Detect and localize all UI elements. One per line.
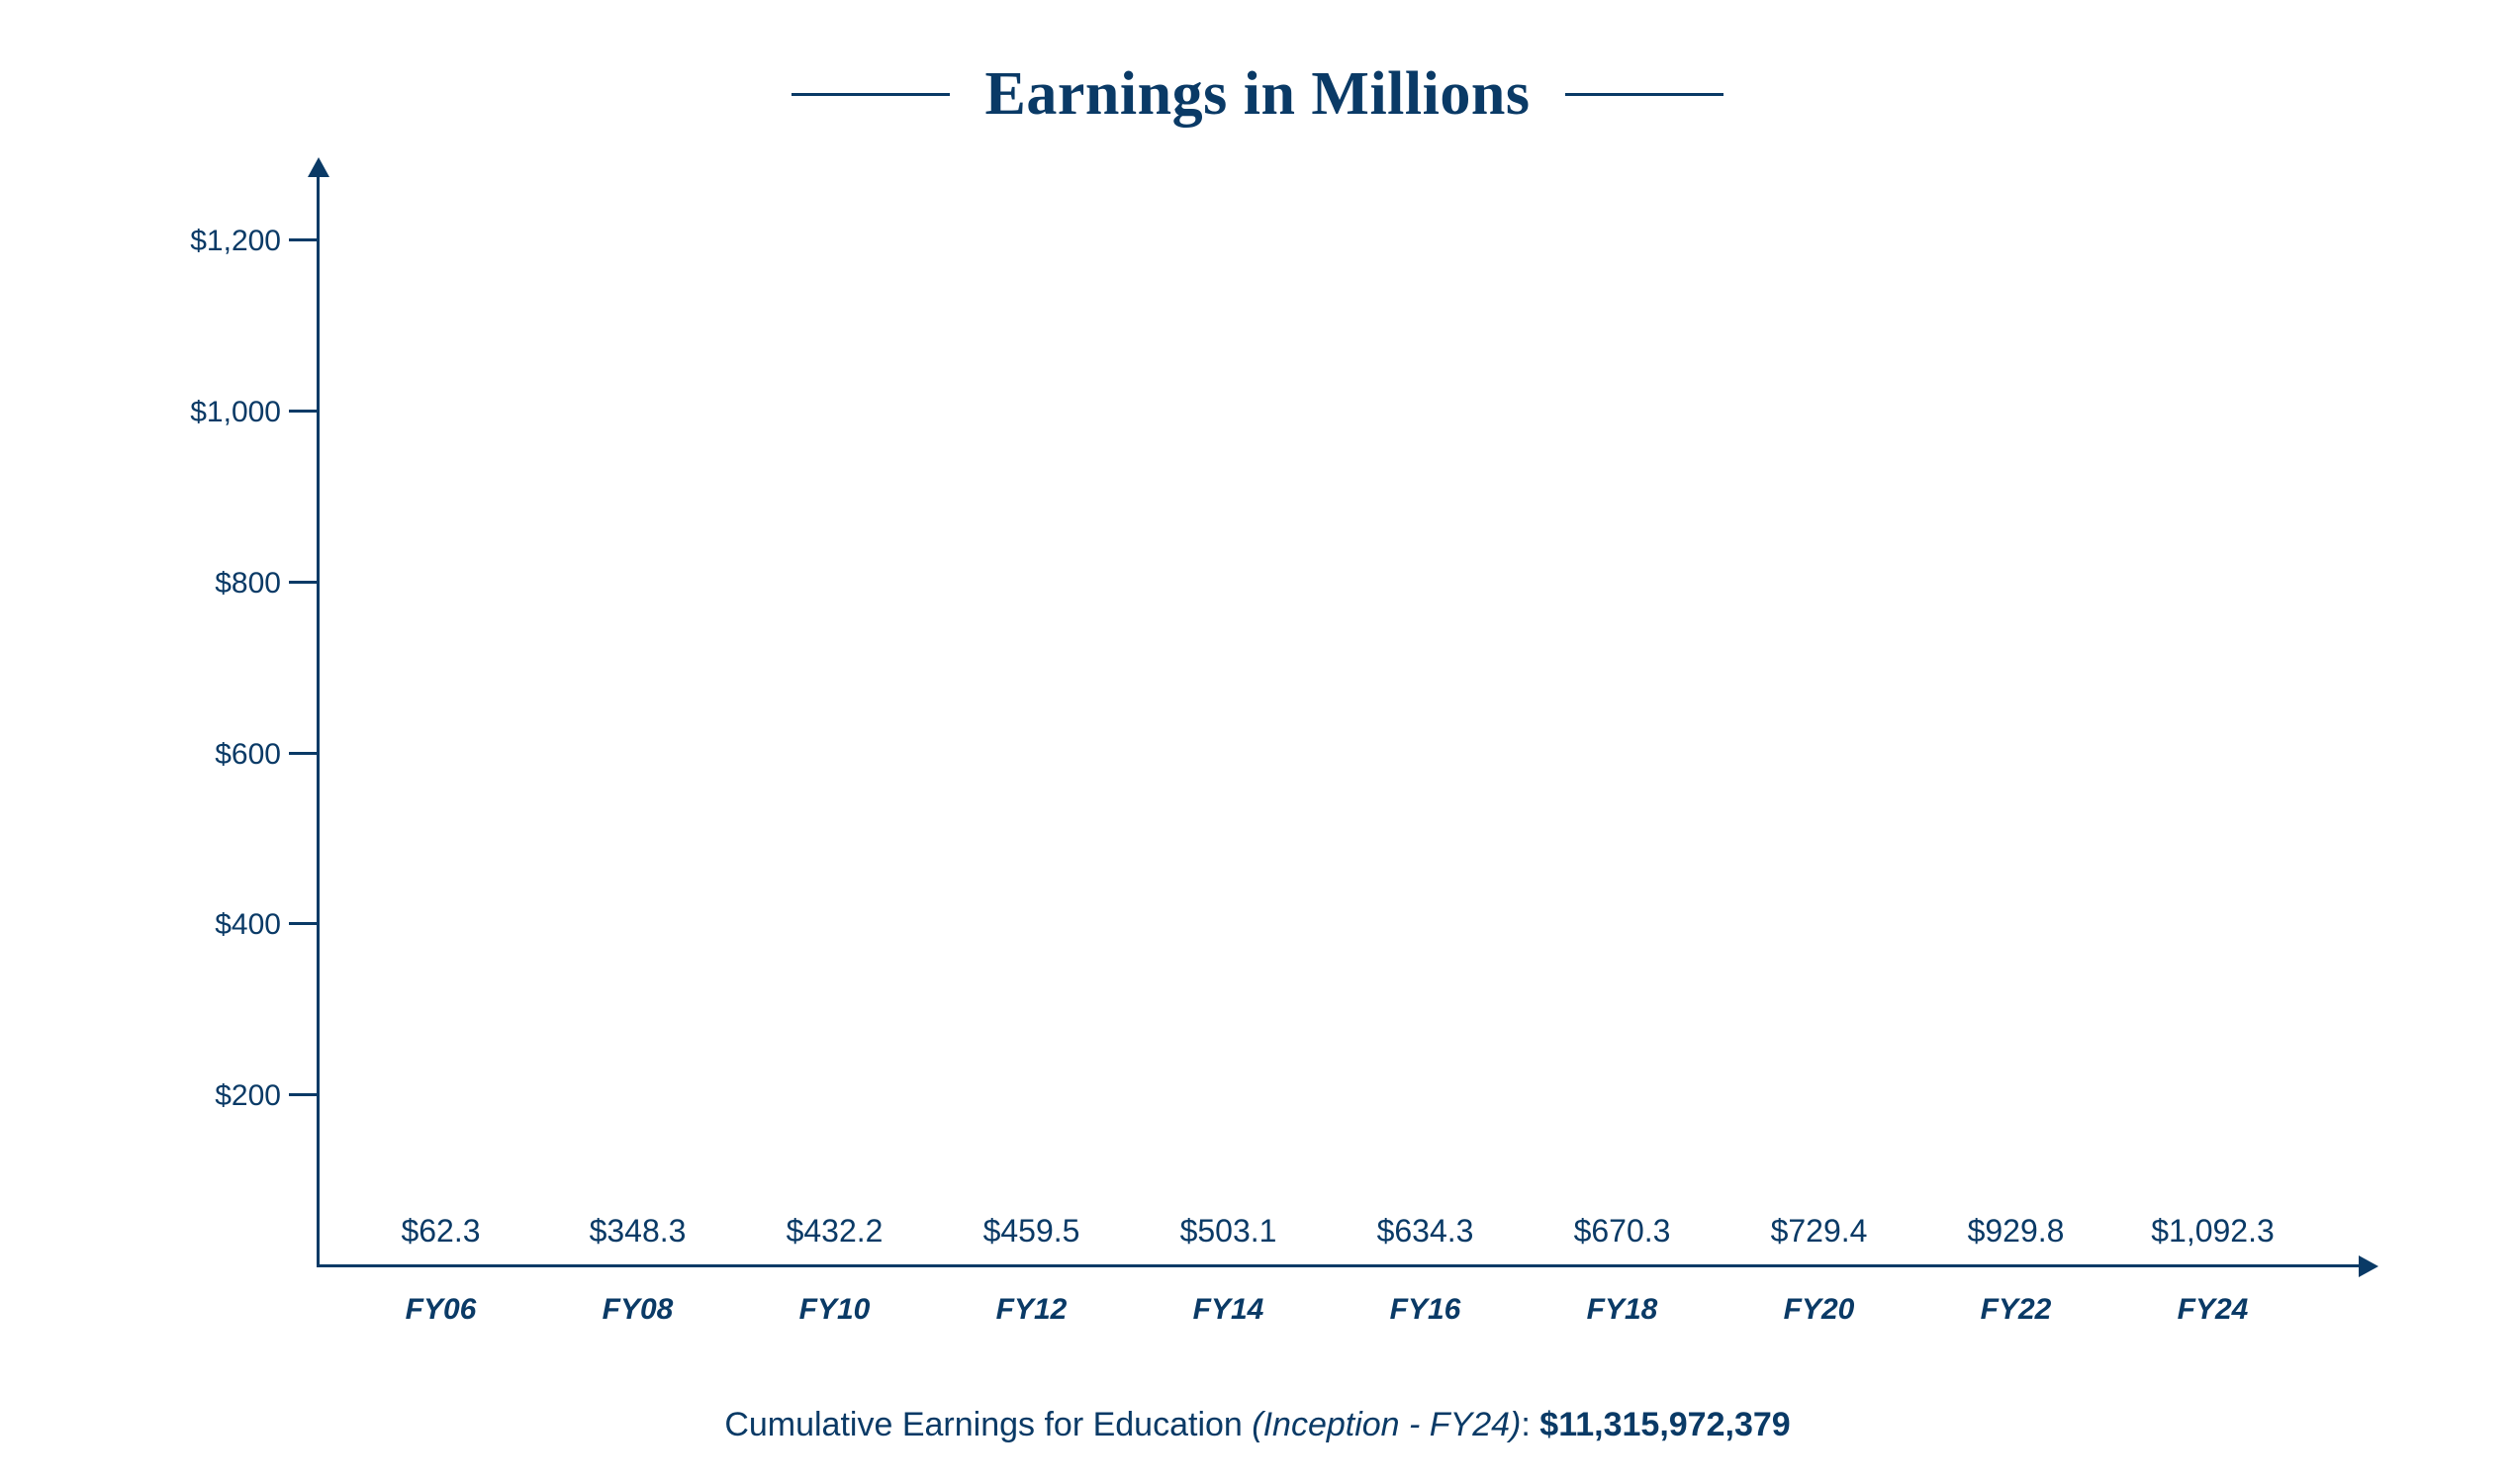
x-tick-label: FY18 [1524, 1293, 1721, 1327]
x-tick-label: FY16 [1327, 1293, 1524, 1327]
x-tick-label: FY14 [1130, 1293, 1327, 1327]
x-tick-label: FY20 [1721, 1293, 1917, 1327]
y-tick [289, 581, 317, 584]
y-tick-label: $1,000 [190, 396, 281, 429]
bar-value-label: $670.3 [1574, 1213, 1671, 1250]
y-tick [289, 410, 317, 413]
y-tick-label: $800 [215, 567, 281, 601]
y-tick-label: $200 [215, 1079, 281, 1113]
x-tick-label: FY24 [2114, 1293, 2311, 1327]
chart-title-row: Earnings in Millions [139, 59, 2376, 130]
bar-value-label: $459.5 [983, 1213, 1080, 1250]
chart-area: $62.3 $348.3 $432.2 $459.5 $503.1 $634.3 $670.… [139, 159, 2376, 1396]
bar-value-label: $634.3 [1377, 1213, 1474, 1250]
bar-value-label: $432.2 [787, 1213, 884, 1250]
y-tick-label: $400 [215, 908, 281, 942]
x-tick-labels-row: FY06FY08FY10FY12FY14FY16FY18FY20FY22FY24 [317, 1293, 2337, 1327]
title-rule-left [792, 93, 950, 96]
y-tick [289, 238, 317, 241]
title-rule-right [1565, 93, 1723, 96]
x-tick-label: FY06 [342, 1293, 539, 1327]
footer-value: $11,315,972,379 [1539, 1406, 1790, 1443]
y-tick-label: $600 [215, 738, 281, 772]
bars-row: $62.3 $348.3 $432.2 $459.5 $503.1 $634.3 $670.… [317, 199, 2337, 1267]
footer-note: Cumulative Earnings for Education (Incep… [139, 1406, 2376, 1444]
x-axis-arrow-icon [2359, 1255, 2378, 1277]
x-tick-label: FY10 [736, 1293, 933, 1327]
bar-value-label: $929.8 [1968, 1213, 2065, 1250]
bar-value-label: $348.3 [590, 1213, 687, 1250]
bar-value-label: $503.1 [1180, 1213, 1277, 1250]
x-tick-label: FY08 [539, 1293, 736, 1327]
y-tick [289, 1093, 317, 1096]
bar-value-label: $62.3 [401, 1213, 480, 1250]
x-tick-label: FY12 [933, 1293, 1130, 1327]
footer-separator: : [1521, 1406, 1539, 1443]
plot-region: $62.3 $348.3 $432.2 $459.5 $503.1 $634.3 $670.… [317, 199, 2337, 1267]
chart-container: Earnings in Millions $62.3 $348.3 $432.2 $4… [0, 0, 2515, 1484]
chart-title: Earnings in Millions [985, 59, 1531, 130]
footer-range: (Inception - FY24) [1252, 1406, 1521, 1443]
footer-prefix: Cumulative Earnings for Education [724, 1406, 1252, 1443]
bar-value-label: $1,092.3 [2151, 1213, 2275, 1250]
y-tick-label: $1,200 [190, 225, 281, 258]
y-axis-arrow-icon [308, 157, 329, 177]
y-tick [289, 922, 317, 925]
y-tick [289, 752, 317, 755]
bar-value-label: $729.4 [1771, 1213, 1868, 1250]
x-tick-label: FY22 [1917, 1293, 2114, 1327]
